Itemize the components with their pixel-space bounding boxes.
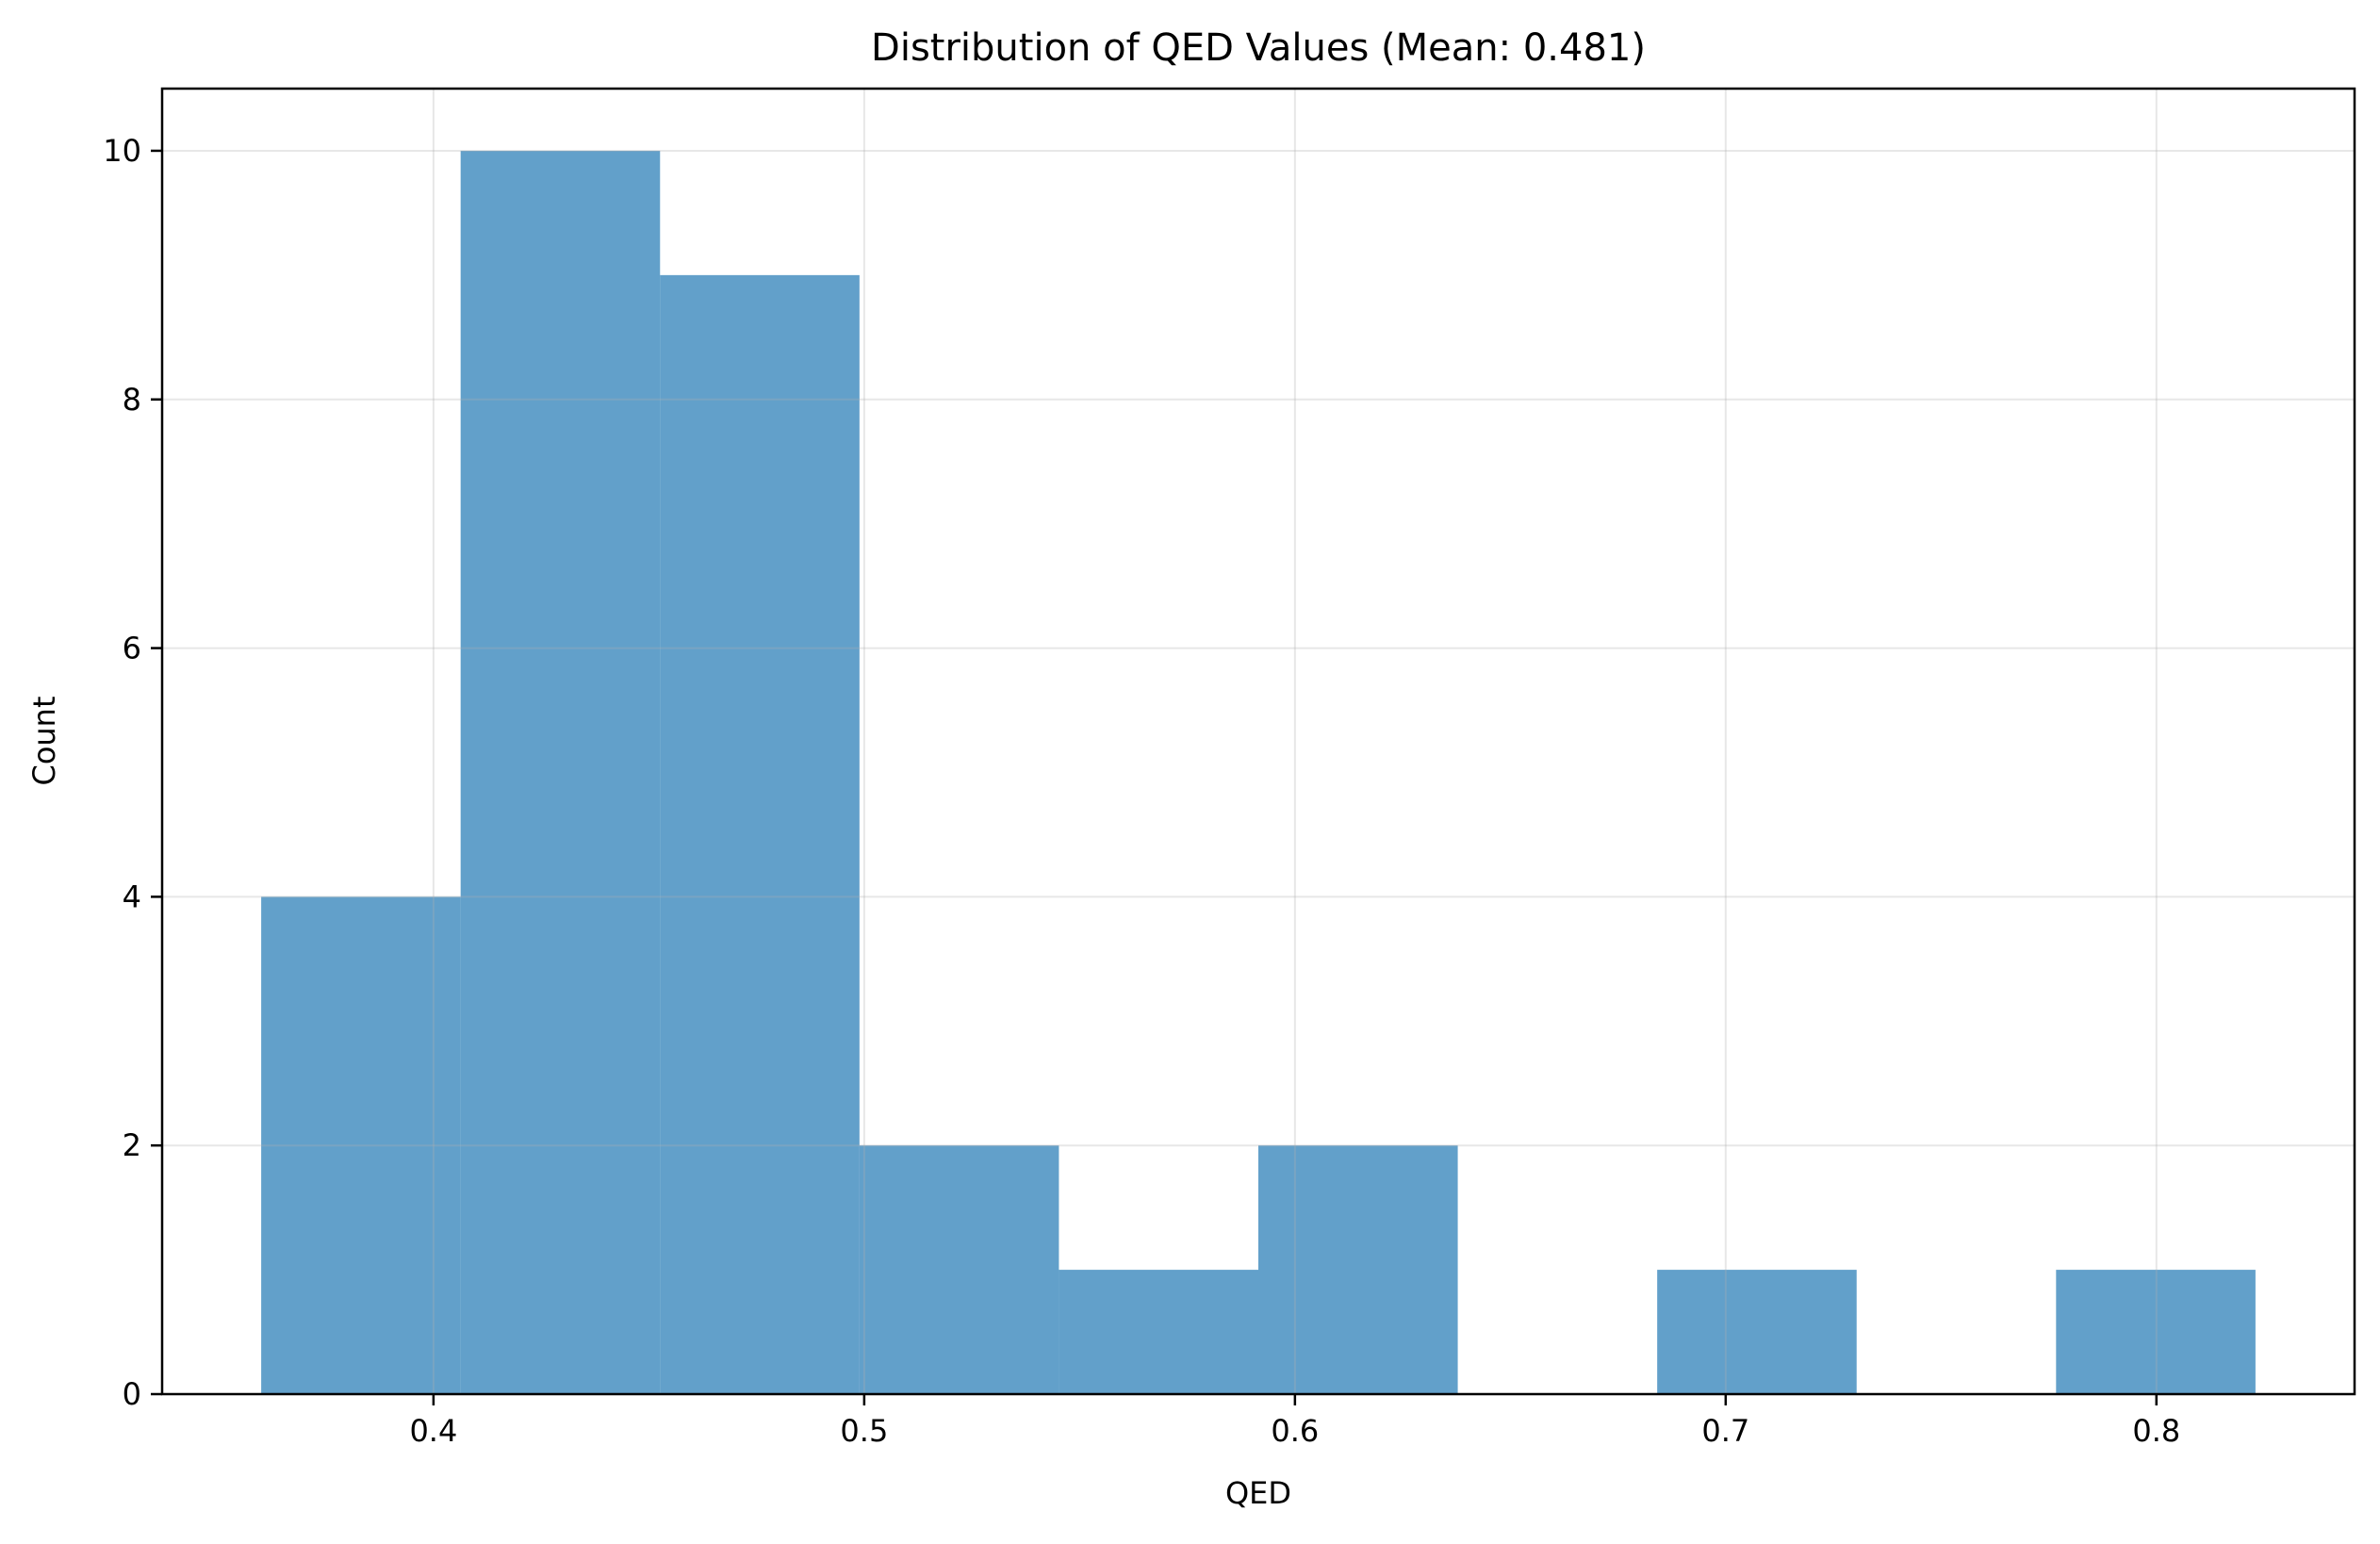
histogram-bar bbox=[2056, 1270, 2256, 1394]
y-tick-label: 4 bbox=[123, 879, 141, 914]
x-axis-label: QED bbox=[1225, 1475, 1291, 1511]
bars bbox=[261, 150, 2256, 1394]
histogram-bar bbox=[261, 896, 461, 1394]
x-tick-label: 0.4 bbox=[409, 1413, 457, 1449]
plot-frame bbox=[160, 87, 2356, 1396]
histogram-bar bbox=[660, 274, 860, 1394]
histogram-bar bbox=[460, 150, 661, 1394]
histogram-bar bbox=[1059, 1270, 1258, 1394]
histogram-bar bbox=[1258, 1145, 1458, 1394]
y-axis-label: Count bbox=[26, 696, 62, 785]
y-tick-label: 8 bbox=[123, 382, 141, 418]
x-tick-label: 0.7 bbox=[1701, 1413, 1749, 1449]
x-tick-label: 0.6 bbox=[1271, 1413, 1319, 1449]
x-tick-label: 0.5 bbox=[840, 1413, 888, 1449]
y-tick-label: 2 bbox=[123, 1127, 141, 1163]
y-tick-label: 10 bbox=[103, 133, 141, 169]
histogram-bar bbox=[859, 1145, 1059, 1394]
y-tick-label: 0 bbox=[123, 1376, 141, 1412]
x-tick-label: 0.8 bbox=[2132, 1413, 2180, 1449]
y-tick-label: 6 bbox=[123, 631, 141, 666]
chart-title: Distribution of QED Values (Mean: 0.481) bbox=[871, 26, 1646, 70]
histogram-bar bbox=[1657, 1270, 1857, 1394]
ticks: 0.4 0.5 0.6 0.7 0.8 0 2 4 6 8 10 bbox=[103, 133, 2180, 1449]
